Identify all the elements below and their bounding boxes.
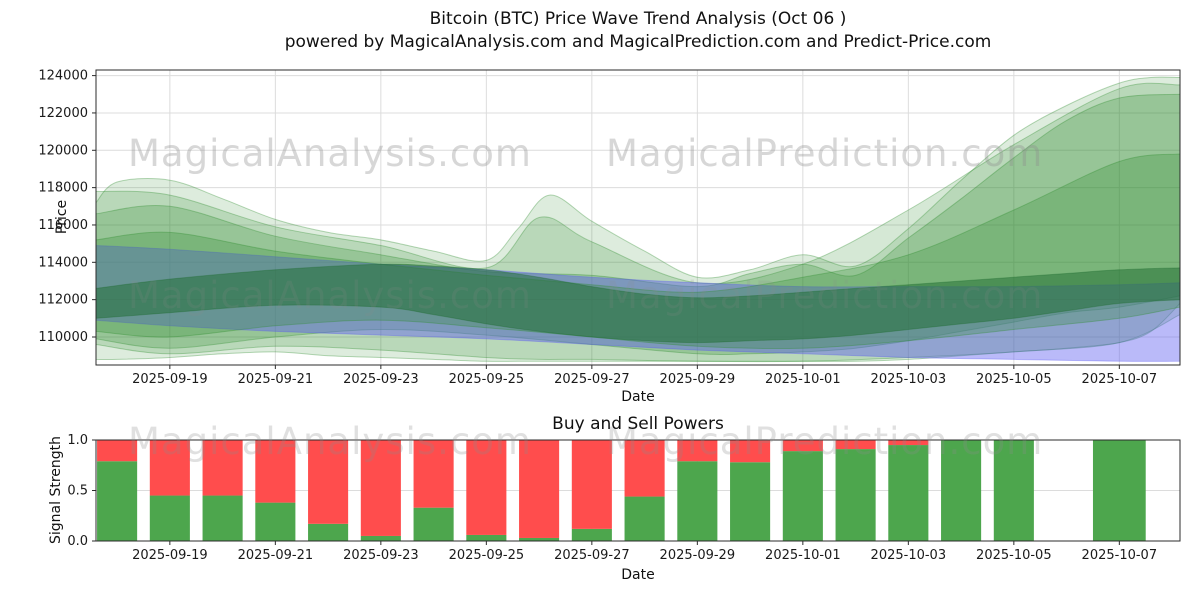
y-tick-label: 116000	[38, 218, 88, 233]
sell-bar	[888, 440, 929, 446]
buy-bar	[308, 523, 349, 541]
x-tick-label: 2025-10-05	[976, 372, 1052, 387]
x-tick-label: 2025-10-07	[1082, 548, 1158, 563]
buy-bar	[730, 462, 771, 541]
y-tick-label: 112000	[38, 293, 88, 308]
y-tick-label: 114000	[38, 255, 88, 270]
signal-xaxis-label: Date	[621, 567, 655, 583]
x-tick-label: 2025-09-29	[660, 372, 736, 387]
sell-bar	[835, 440, 876, 450]
buy-bar	[941, 440, 982, 541]
sell-bar	[730, 440, 771, 463]
buy-bar	[1092, 440, 1146, 541]
x-tick-label: 2025-09-19	[132, 548, 208, 563]
sell-bar	[519, 440, 560, 538]
x-tick-label: 2025-09-27	[554, 372, 630, 387]
price-band-green-dark-core	[96, 263, 1180, 344]
x-tick-label: 2025-09-21	[238, 548, 314, 563]
buy-bar	[202, 495, 243, 541]
price-xaxis-label: Date	[621, 389, 655, 405]
buy-bar	[360, 535, 401, 541]
sell-bar	[202, 440, 243, 496]
x-tick-label: 2025-09-25	[449, 548, 525, 563]
sell-bar	[677, 440, 718, 462]
x-tick-label: 2025-09-29	[660, 548, 736, 563]
sell-bar	[360, 440, 401, 536]
sell-bar	[149, 440, 190, 496]
y-tick-label: 124000	[38, 69, 88, 84]
signal-chart-title: Buy and Sell Powers	[552, 414, 724, 434]
buy-bar	[888, 445, 929, 541]
y-tick-label: 0.5	[67, 484, 88, 499]
x-tick-label: 2025-10-07	[1082, 372, 1158, 387]
x-tick-label: 2025-09-23	[343, 548, 419, 563]
price-plot-border	[95, 69, 1181, 366]
x-tick-label: 2025-10-01	[765, 548, 841, 563]
buy-bar	[466, 534, 507, 541]
sell-bar	[413, 440, 454, 508]
x-tick-label: 2025-09-21	[238, 372, 314, 387]
sell-bar	[624, 440, 665, 497]
x-tick-label: 2025-09-25	[449, 372, 525, 387]
x-tick-label: 2025-10-05	[976, 548, 1052, 563]
buy-bar	[97, 461, 138, 541]
sell-bar	[466, 440, 507, 535]
x-tick-label: 2025-09-19	[132, 372, 208, 387]
x-tick-label: 2025-10-03	[871, 548, 947, 563]
y-tick-label: 118000	[38, 181, 88, 196]
buy-bar	[413, 507, 454, 541]
x-tick-label: 2025-09-23	[343, 372, 419, 387]
x-tick-label: 2025-09-27	[554, 548, 630, 563]
y-tick-label: 120000	[38, 143, 88, 158]
buy-bar	[519, 537, 560, 541]
y-tick-label: 122000	[38, 106, 88, 121]
sell-bar	[782, 440, 823, 452]
price-axis-label: Price	[54, 199, 70, 235]
sell-bar	[97, 440, 138, 462]
y-tick-label: 1.0	[67, 433, 88, 448]
x-tick-label: 2025-10-01	[765, 372, 841, 387]
buy-bar	[835, 449, 876, 541]
buy-bar	[782, 451, 823, 541]
y-tick-label: 110000	[38, 330, 88, 345]
x-tick-label: 2025-10-03	[871, 372, 947, 387]
buy-bar	[149, 495, 190, 541]
figure-title: Bitcoin (BTC) Price Wave Trend Analysis …	[429, 9, 847, 29]
sell-bar	[255, 440, 296, 503]
buy-bar	[993, 440, 1034, 541]
buy-bar	[624, 496, 665, 541]
sell-bar	[308, 440, 349, 524]
buy-bar	[677, 461, 718, 541]
figure-subtitle: powered by MagicalAnalysis.com and Magic…	[284, 32, 992, 52]
buy-bar	[255, 502, 296, 541]
signal-axis-label: Signal Strength	[48, 435, 64, 545]
buy-bar	[571, 528, 612, 541]
sell-bar	[571, 440, 612, 529]
y-tick-label: 0.0	[67, 534, 88, 549]
